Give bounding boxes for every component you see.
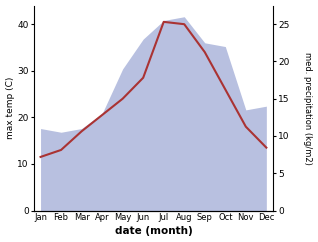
Y-axis label: max temp (C): max temp (C): [5, 77, 15, 139]
Y-axis label: med. precipitation (kg/m2): med. precipitation (kg/m2): [303, 52, 313, 165]
X-axis label: date (month): date (month): [114, 227, 192, 236]
